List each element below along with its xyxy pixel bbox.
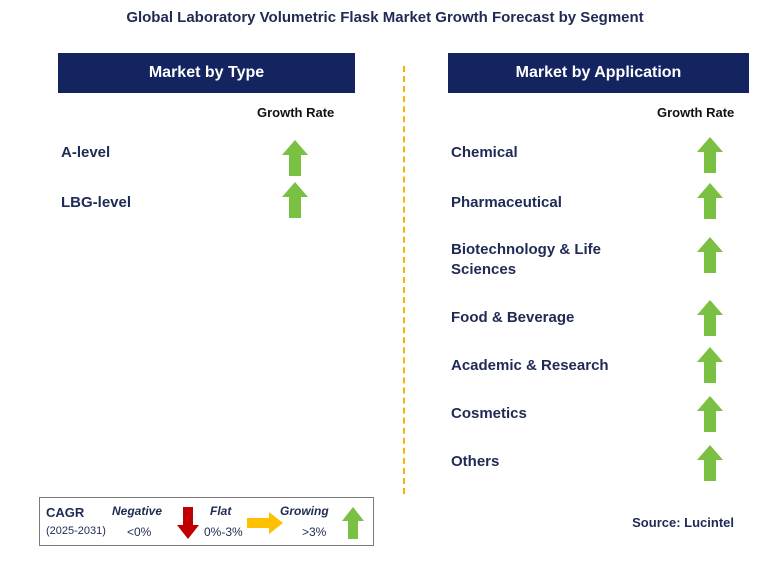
legend-growing-range: >3% (302, 525, 327, 539)
application-segment-label: Biotechnology & Life Sciences (451, 241, 601, 278)
source-label: Source: Lucintel (632, 515, 734, 530)
type-panel-header: Market by Type (58, 53, 355, 93)
arrow-shape (282, 182, 308, 218)
up-arrow-icon (697, 445, 723, 481)
panel-divider (403, 66, 405, 494)
up-arrow-icon (697, 300, 723, 336)
up-arrow-icon (697, 137, 723, 173)
up-arrow-icon (697, 347, 723, 383)
legend-flat-range: 0%-3% (204, 525, 243, 539)
application-panel-header: Market by Application (448, 53, 749, 93)
application-segment-label: Cosmetics (451, 405, 527, 422)
application-segment-label: Chemical (451, 144, 518, 161)
arrow-shape (697, 137, 723, 173)
legend-flat-label: Flat (210, 504, 232, 518)
type-segment-label: A-level (61, 144, 111, 161)
up-arrow-icon (697, 237, 723, 273)
chart-title: Global Laboratory Volumetric Flask Marke… (126, 9, 644, 26)
legend-negative-range: <0% (127, 525, 152, 539)
arrow-shape (697, 183, 723, 219)
up-arrow-icon (282, 140, 308, 176)
arrow-shape (697, 396, 723, 432)
up-arrow-icon (697, 396, 723, 432)
down-arrow-icon (177, 507, 199, 539)
legend-period-label: (2025-2031) (46, 525, 106, 537)
legend-negative-label: Negative (112, 504, 163, 518)
up-arrow-icon (342, 507, 364, 539)
application-segment-label: Pharmaceutical (451, 194, 562, 211)
right-arrow-icon (247, 512, 283, 534)
cagr-legend: CAGR (2025-2031) Negative <0% Flat 0%-3%… (39, 497, 374, 546)
application-segment-label: Others (451, 453, 500, 470)
up-arrow-icon (282, 182, 308, 218)
up-arrow-icon (697, 183, 723, 219)
legend-growing-label: Growing (280, 504, 329, 518)
legend-cagr-label: CAGR (46, 505, 85, 520)
arrow-shape (282, 140, 308, 176)
arrow-shape (697, 445, 723, 481)
application-segment-label: Academic & Research (451, 357, 609, 374)
application-growth-rate-label: Growth Rate (657, 105, 735, 120)
arrow-shape (697, 300, 723, 336)
arrow-shape (697, 347, 723, 383)
arrow-shape (697, 237, 723, 273)
type-growth-rate-label: Growth Rate (257, 105, 335, 120)
application-segment-label: Food & Beverage (451, 309, 575, 326)
type-segment-label: LBG-level (61, 194, 132, 211)
